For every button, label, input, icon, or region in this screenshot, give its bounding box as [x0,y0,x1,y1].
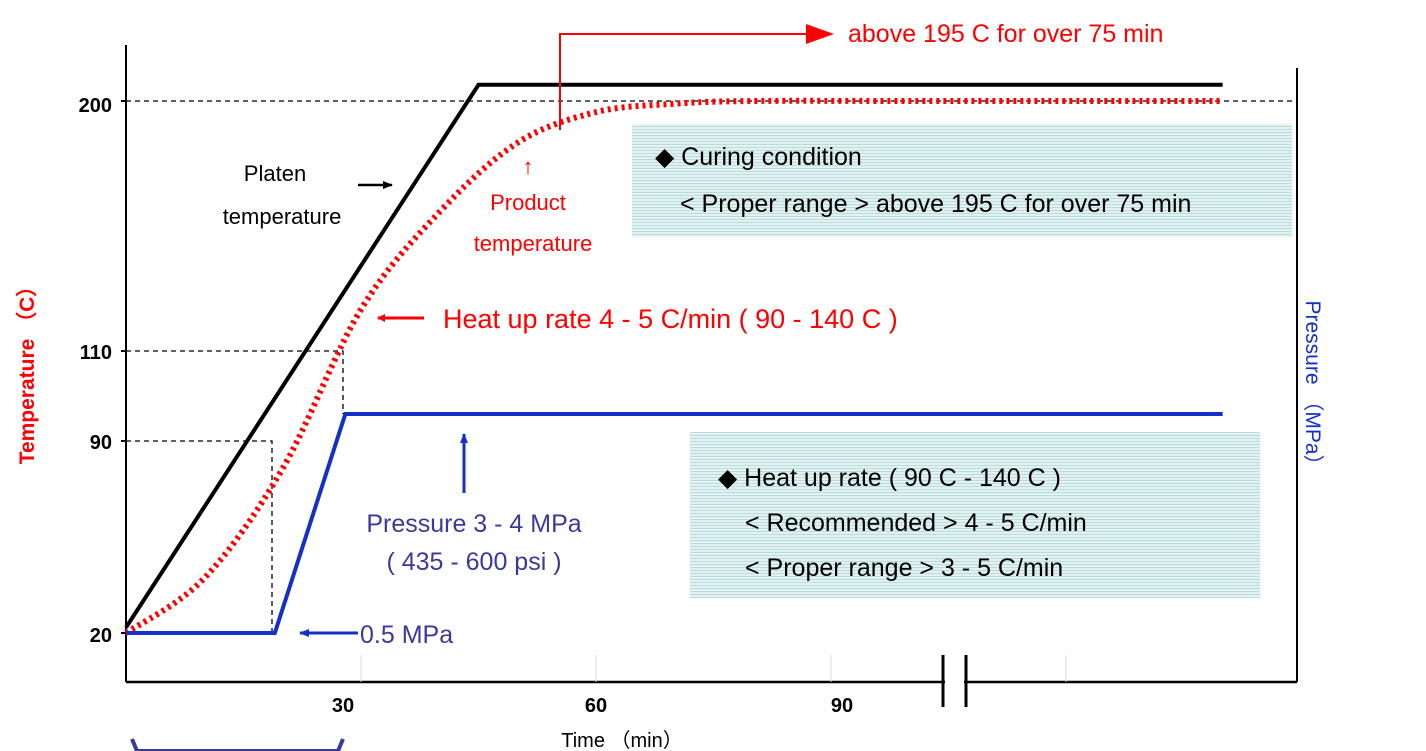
curing-title: ◆ Curing condition [655,143,862,171]
guide-lines [126,100,1297,633]
series-line-platen-temperature [124,82,1223,629]
guide-90 [126,440,273,633]
heat-rate-label: Heat up rate 4 - 5 C/min ( 90 - 140 C ) [443,304,898,334]
y2-axis-title: Pressure （MPa） [1301,300,1324,475]
y-tick-label: 200 [79,95,112,117]
cure-time-label: above 195 C for over 75 min [848,20,1163,48]
product-label-line1: Product [490,190,566,215]
x-tick-label: 60 [585,695,607,717]
series-line-product-temperature [124,97,1223,636]
heat-title: ◆ Heat up rate ( 90 C - 140 C ) [718,464,1061,492]
platen-label-line2: temperature [223,204,342,229]
heat-recommended: < Recommended > 4 - 5 C/min [745,509,1087,537]
cure-time-arrowhead [806,24,834,44]
heat-proper: < Proper range > 3 - 5 C/min [745,554,1063,582]
product-pointer-arrow: ↑ [523,154,534,179]
cure-time-bracket [559,33,806,130]
series-line-pressure [126,412,1223,635]
y-tick-label: 110 [80,342,112,364]
platen-label-line1: Platen [244,161,306,186]
x-tick-label: 30 [332,695,354,717]
y-tick-label: 90 [90,432,112,454]
x-tick-label: 90 [831,695,853,717]
x-axis-title: Time （min） [561,729,682,751]
y-tick-label: 20 [90,625,112,647]
initial-pressure-label: 0.5 MPa [360,621,453,649]
pressure-label-line2: ( 435 - 600 psi ) [386,548,561,576]
curing-condition-box [632,124,1292,237]
curing-range: < Proper range > above 195 C for over 75… [680,190,1191,218]
product-label-line2: temperature [474,231,593,256]
pressure-label-line1: Pressure 3 - 4 MPa [366,510,581,538]
axes [121,45,1298,684]
guide-110 [126,350,344,414]
bottom-bracket [130,738,345,751]
series-group [124,82,1223,636]
y-axis-title: Temperature （C） [15,276,39,465]
heat-up-rate-box [690,432,1260,598]
